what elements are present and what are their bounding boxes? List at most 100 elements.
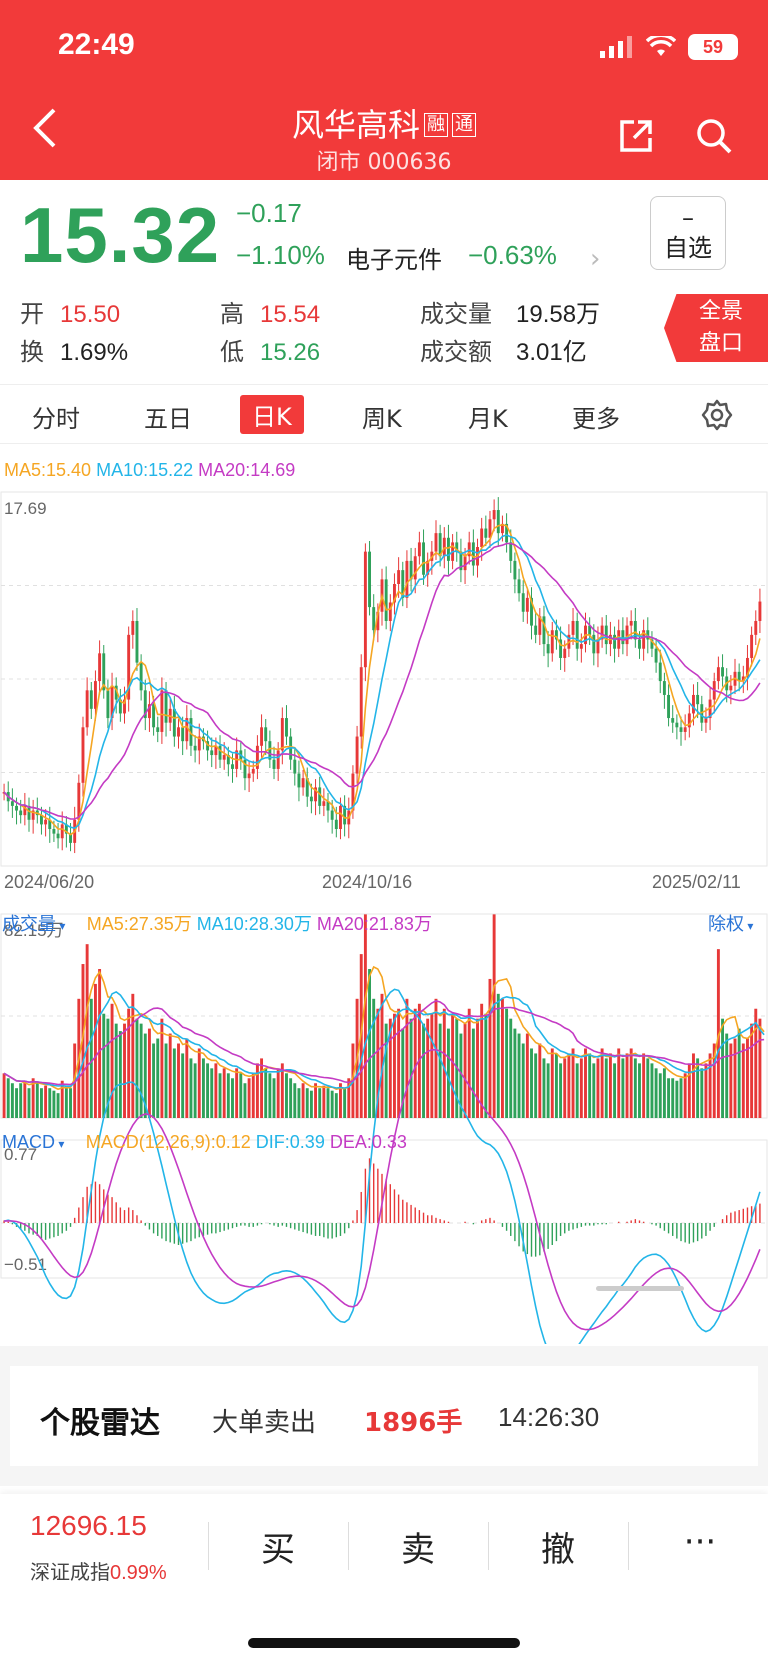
volume-bar: [488, 978, 492, 1118]
volume-bar: [617, 1048, 621, 1118]
volume-bar: [442, 1008, 446, 1118]
index-pct: 0.99%: [110, 1562, 167, 1584]
panorama-button[interactable]: 全景 盘口: [664, 294, 768, 362]
volume-bar: [93, 983, 97, 1118]
volume-bar: [500, 998, 504, 1118]
kline-chart[interactable]: 17.69 2024/06/20 2024/10/16 2025/02/11 82.15…: [0, 488, 768, 1344]
tab-weekly-k[interactable]: 周K: [362, 405, 402, 433]
candle-body: [268, 741, 272, 760]
volume-bar: [434, 998, 438, 1118]
volume-bar: [554, 1053, 558, 1118]
index-value[interactable]: 12696.15: [30, 1510, 147, 1541]
cancel-order-button[interactable]: 撤: [541, 1530, 575, 1570]
candle-body: [426, 560, 430, 575]
industry-link[interactable]: 电子元件: [346, 246, 442, 274]
more-button[interactable]: ···: [683, 1522, 717, 1562]
volume-bar: [247, 1078, 251, 1118]
candle-body: [405, 560, 409, 598]
divider: [628, 1522, 629, 1570]
candle-body: [575, 620, 579, 649]
volume-bar: [750, 1023, 754, 1118]
volume-bar: [496, 993, 500, 1118]
radar-volume: 1896手: [364, 1408, 463, 1438]
candle-body: [417, 542, 421, 557]
chevron-right-icon[interactable]: ›: [590, 244, 601, 274]
margin-tag: 融: [424, 113, 448, 137]
adjust-selector[interactable]: 除权 ▾: [708, 914, 754, 934]
candle-body: [492, 510, 496, 520]
share-icon[interactable]: [618, 118, 654, 154]
ma10-label: MA10:15.22: [96, 460, 194, 480]
volume-bar: [687, 1063, 691, 1118]
radar-event-type: 大单卖出: [212, 1408, 317, 1438]
stock-radar-card[interactable]: 个股雷达 大单卖出 1896手 14:26:30: [10, 1366, 758, 1466]
tab-monthly-k[interactable]: 月K: [468, 405, 508, 433]
candle-body: [98, 653, 102, 682]
volume-bar: [729, 1043, 733, 1118]
candle-body: [181, 727, 185, 742]
tab-more[interactable]: 更多: [572, 405, 620, 433]
sell-button[interactable]: 卖: [401, 1530, 435, 1570]
volume-bar: [704, 1063, 708, 1118]
volume-bar: [330, 1090, 334, 1118]
candle-body: [422, 542, 425, 575]
tab-five-day[interactable]: 五日: [144, 405, 192, 433]
candle-body: [613, 634, 617, 649]
dif-value: DIF:0.39: [255, 1132, 325, 1152]
candle-body: [571, 620, 575, 635]
candle-body: [658, 662, 662, 682]
volume-bar: [405, 998, 409, 1118]
macd-selector[interactable]: MACD: [2, 1132, 55, 1152]
candle-body: [156, 727, 160, 732]
candle-body: [546, 644, 550, 654]
candle-body: [177, 727, 180, 737]
divider: [348, 1522, 349, 1570]
tab-intraday[interactable]: 分时: [32, 405, 80, 433]
volume-bar: [509, 1018, 513, 1118]
tab-daily-k[interactable]: 日K: [240, 395, 304, 434]
candle-body: [721, 667, 724, 677]
volume-bar: [737, 1028, 741, 1118]
volume-bar: [123, 1023, 126, 1118]
candle-body: [305, 778, 309, 797]
candle-body: [388, 602, 392, 621]
search-icon[interactable]: [694, 116, 734, 156]
back-arrow-icon[interactable]: [30, 108, 60, 148]
panorama-label-1: 全景: [698, 299, 743, 324]
amount-stat: 成交额 3.01亿: [420, 338, 587, 366]
volume-bar: [446, 1028, 450, 1118]
candle-body: [604, 625, 608, 645]
volume-bar: [563, 1058, 567, 1118]
volume-bar: [235, 1068, 239, 1118]
volume-bar: [625, 1053, 629, 1118]
candle-body: [143, 690, 147, 719]
candle-body: [559, 639, 563, 658]
volume-bar: [185, 1038, 189, 1118]
volume-bar: [754, 1008, 758, 1118]
volume-selector[interactable]: 成交量: [2, 914, 56, 934]
candle-body: [355, 736, 359, 774]
volume-bar: [422, 1023, 425, 1118]
candle-body: [276, 750, 280, 769]
vol-ma20-line: [3, 999, 765, 1086]
volume-bar: [579, 1058, 583, 1118]
candle-body: [326, 801, 330, 811]
candle-body: [692, 694, 695, 714]
candle-body: [401, 570, 405, 598]
vol-ma5-label: MA5:27.35万: [86, 914, 192, 934]
volume-bar: [210, 1068, 214, 1118]
candle-body: [467, 542, 471, 557]
volume-bar: [384, 1023, 388, 1118]
volume-bar: [363, 914, 367, 1118]
buy-button[interactable]: 买: [261, 1530, 295, 1570]
candle-body: [260, 727, 264, 746]
volume-bar: [181, 1053, 185, 1118]
volume-bar: [264, 1068, 268, 1118]
candle-body: [185, 718, 189, 742]
stock-subtitle: 闭市 000636: [316, 150, 452, 175]
candle-body: [393, 583, 396, 603]
gear-icon[interactable]: [700, 398, 734, 432]
add-watchlist-button[interactable]: – 自选: [650, 196, 726, 270]
candle-body: [77, 782, 81, 820]
radar-time: 14:26:30: [498, 1402, 600, 1432]
